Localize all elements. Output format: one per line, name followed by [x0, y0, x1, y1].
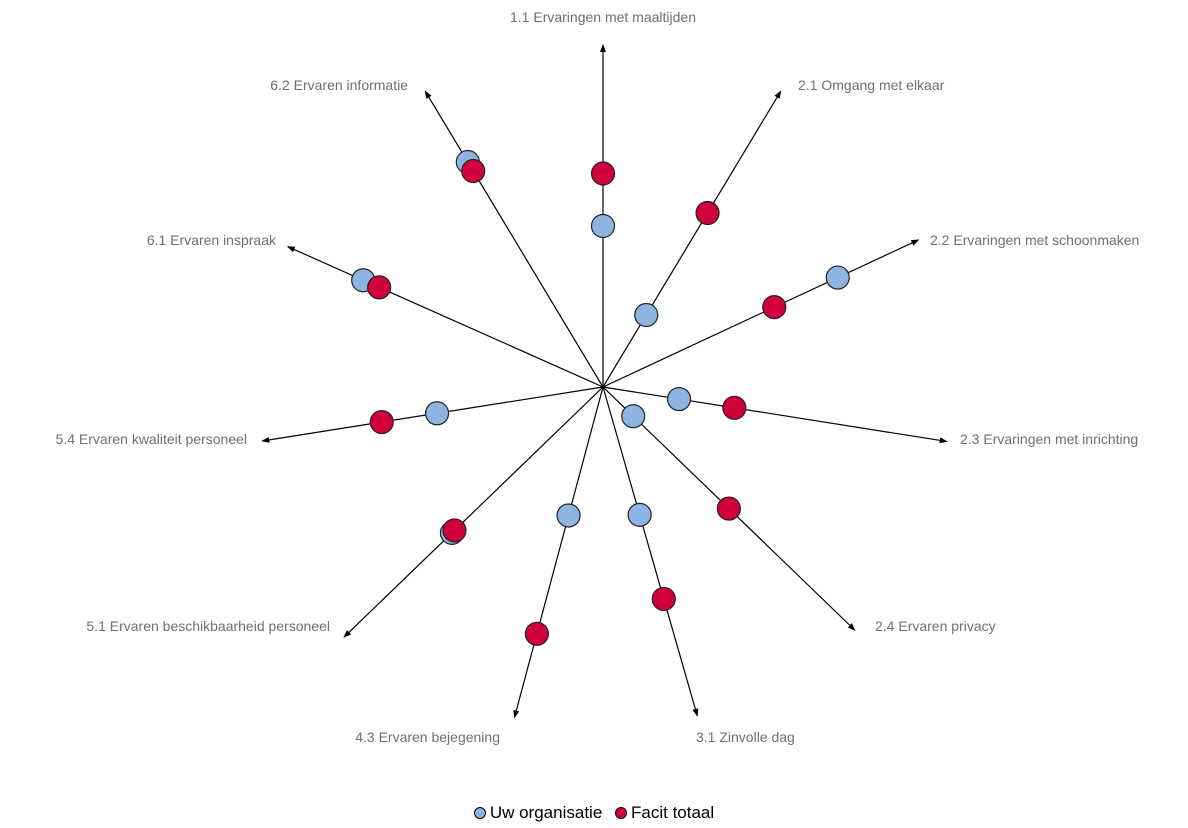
legend-item-series-1: Facit totaal: [615, 803, 714, 823]
point-series-0-axis-2: [634, 302, 659, 328]
axis-label-8: 5.1 Ervaren beschikbaarheid personeel: [86, 618, 330, 634]
point-series-1-axis-8: [442, 518, 467, 543]
point-series-0-axis-7: [556, 503, 581, 528]
point-series-1-axis-7: [524, 621, 549, 646]
legend-label-series-1: Facit totaal: [631, 803, 715, 822]
axis-line-4: [602, 386, 948, 444]
point-series-1-axis-5: [716, 496, 741, 521]
axis-line-6: [602, 386, 699, 717]
point-series-1-axis-4: [722, 395, 747, 420]
legend-item-series-0: Uw organisatie: [473, 803, 603, 823]
axis-line-2: [602, 90, 782, 388]
axis-line-7: [513, 386, 604, 719]
axis-label-10: 6.1 Ervaren inspraak: [147, 232, 277, 248]
axis-line-8: [343, 386, 604, 638]
point-series-1-axis-11: [461, 158, 486, 184]
axis-line-10: [286, 246, 604, 388]
point-series-1-axis-6: [651, 586, 676, 612]
point-series-1-axis-9: [369, 409, 394, 435]
legend-swatch-series-1: [615, 807, 628, 819]
axis-label-6: 3.1 Zinvolle dag: [696, 729, 795, 745]
axis-line-11: [424, 90, 604, 388]
axis-label-2: 2.1 Omgang met elkaar: [798, 77, 945, 93]
point-series-1-axis-1: [590, 161, 616, 186]
point-series-1-axis-2: [695, 200, 720, 226]
point-series-1-axis-3: [762, 295, 787, 320]
legend-swatch-series-0: [473, 807, 486, 819]
point-series-0-axis-5: [621, 404, 646, 429]
legend: Uw organisatie Facit totaal: [0, 803, 1188, 824]
axis-label-11: 6.2 Ervaren informatie: [270, 77, 408, 93]
point-series-1-axis-10: [367, 275, 392, 300]
legend-label-series-0: Uw organisatie: [489, 803, 603, 822]
axis-label-5: 2.4 Ervaren privacy: [875, 618, 996, 634]
axis-label-3: 2.2 Ervaringen met schoonmaken: [930, 232, 1139, 248]
axis-label-1: 1.1 Ervaringen met maaltijden: [510, 9, 696, 25]
points-layer: [351, 149, 850, 646]
axes-layer: 1.1 Ervaringen met maaltijden 2.1 Omgang …: [56, 9, 1140, 745]
axis-line-3: [602, 239, 920, 388]
axis-label-7: 4.3 Ervaren bejegening: [355, 729, 500, 745]
point-series-0-axis-1: [590, 213, 616, 239]
axis-label-9: 5.4 Ervaren kwaliteit personeel: [56, 431, 247, 447]
point-series-0-axis-3: [825, 265, 850, 290]
point-series-0-axis-4: [666, 386, 692, 412]
point-series-0-axis-9: [424, 401, 450, 426]
point-series-0-axis-6: [627, 502, 652, 527]
axis-label-4: 2.3 Ervaringen met inrichting: [960, 431, 1138, 447]
